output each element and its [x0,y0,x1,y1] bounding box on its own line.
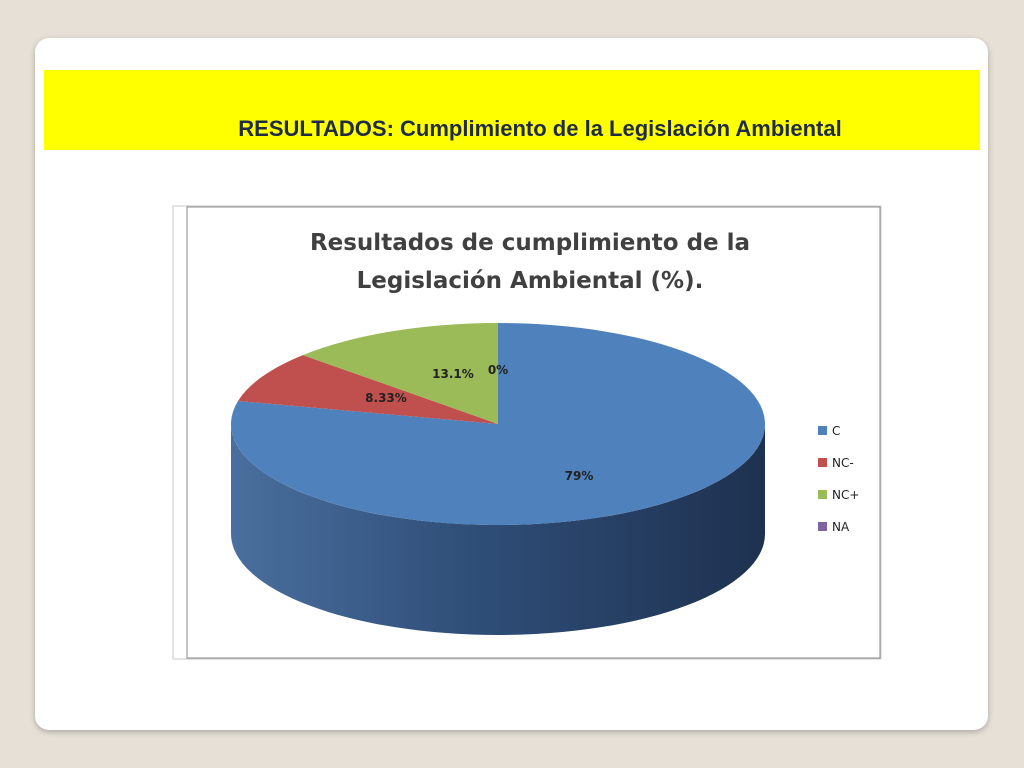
legend-swatch-na [818,522,827,531]
pie-slice-nc-plus [302,323,498,424]
chart-title-line-2: Legislación Ambiental (%). [357,268,704,294]
legend-swatch-nc-minus [818,458,827,467]
legend-swatch-c [818,426,827,435]
legend-label-nc-minus: NC- [832,456,854,470]
data-label-c: 79% [565,469,594,483]
data-label-nc-plus: 13.1% [432,367,474,381]
pie-slices [231,323,766,525]
chart-title-line-1: Resultados de cumplimiento de la [310,230,750,256]
pie-chart: Resultados de cumplimiento de la Legisla… [172,205,882,660]
pie-3d-side [231,424,765,635]
chart-legend: C NC- NC+ NA [818,424,859,534]
legend-label-c: C [832,424,840,438]
pie-side-c [231,424,765,635]
slide-title: RESULTADOS: Cumplimiento de la Legislaci… [238,116,842,141]
data-label-na: 0% [488,363,508,377]
legend-label-nc-plus: NC+ [832,488,859,502]
legend-label-na: NA [832,520,850,534]
title-band: RESULTADOS: Cumplimiento de la Legislaci… [44,70,980,150]
chart-container: Resultados de cumplimiento de la Legisla… [172,205,882,660]
data-label-nc-minus: 8.33% [365,391,407,405]
legend-swatch-nc-plus [818,490,827,499]
pie-slice-nc-minus [238,355,498,424]
pie-slice-c [231,323,766,525]
